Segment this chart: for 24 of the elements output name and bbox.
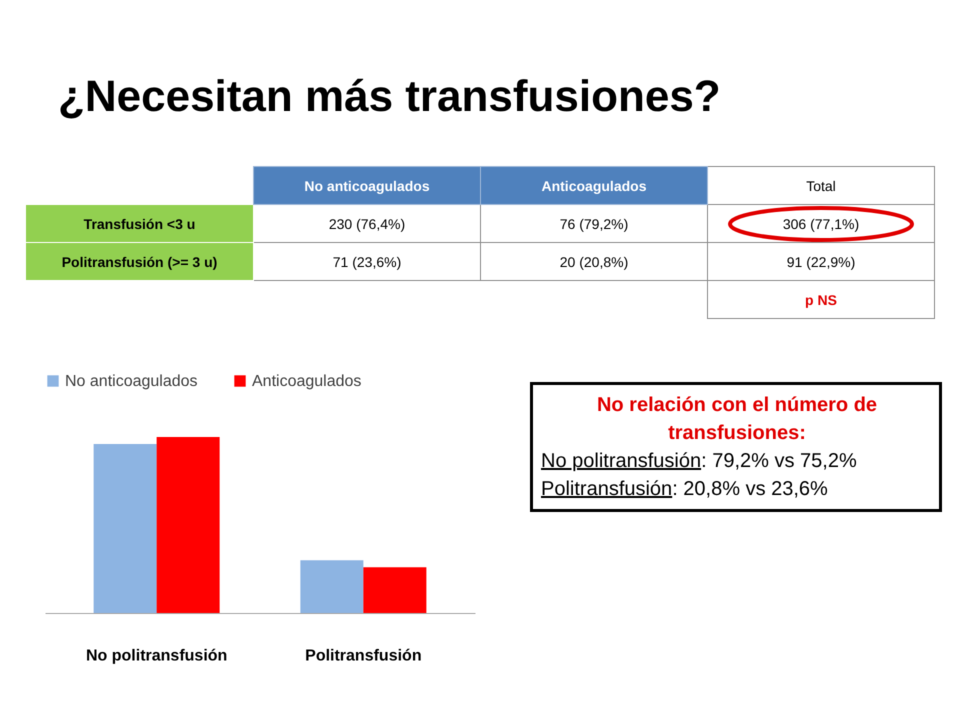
legend-label: Anticoagulados (252, 373, 362, 390)
category-label: Total (708, 166, 934, 204)
category-label: Transfusión <3 u (84, 216, 196, 232)
bar (300, 560, 364, 613)
bar (363, 567, 426, 613)
text: No relación con el número de transfusiones: (596, 393, 878, 446)
text: p NS (708, 280, 934, 318)
bar (156, 437, 220, 613)
text: 71 (23,6%) (332, 254, 402, 270)
category-label: No anticoagulados (254, 166, 480, 204)
x-tick-label: Politransfusión (305, 648, 422, 664)
text: No politransfusión: 79,2% vs 75,2% (541, 450, 857, 472)
bar (94, 444, 157, 613)
category-label: Anticoagulados (480, 166, 708, 204)
text: 20 (20,8%) (560, 254, 628, 270)
category-label: Politransfusión (>= 3 u) (62, 254, 218, 270)
text: 91 (22,9%) (786, 254, 856, 270)
text: 306 (77,1%) (782, 216, 860, 232)
text: 230 (76,4%) (328, 216, 406, 232)
text: Politransfusión: 20,8% vs 23,6% (541, 478, 828, 500)
legend-label: No anticoagulados (65, 373, 198, 390)
x-tick-label: No politransfusión (86, 648, 228, 664)
text: 76 (79,2%) (560, 216, 628, 232)
text: ¿Necesitan más transfusiones? (58, 71, 721, 123)
